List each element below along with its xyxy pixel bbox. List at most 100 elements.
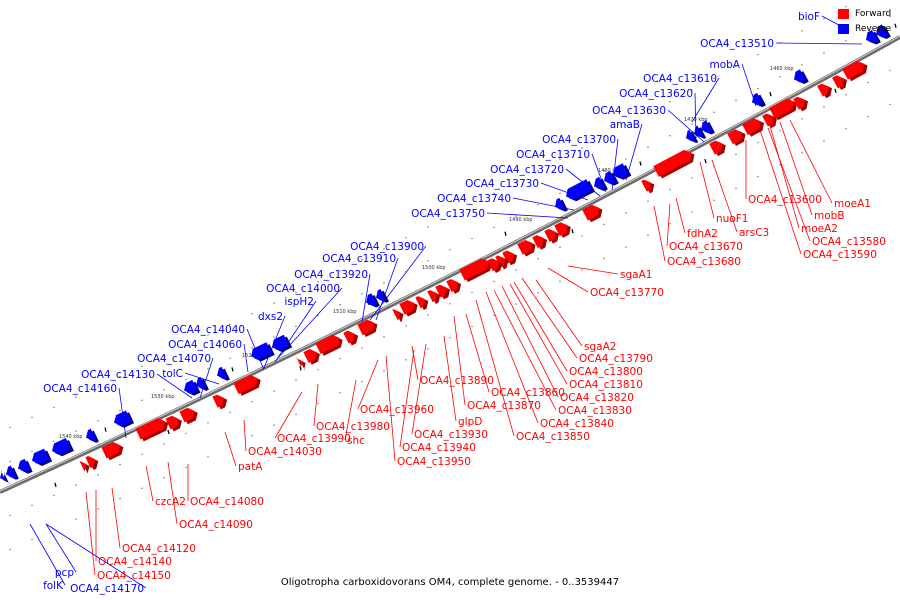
reverse-gene bbox=[613, 163, 632, 180]
grid-dot bbox=[97, 420, 99, 422]
gene-label: OCA4_c13800 bbox=[569, 366, 643, 378]
scale-tick-mark bbox=[54, 482, 57, 487]
gene-label: ispH2 bbox=[284, 296, 314, 308]
grid-dots bbox=[9, 6, 891, 551]
grid-dot bbox=[845, 40, 847, 42]
grid-dot bbox=[581, 269, 583, 271]
scale-tick-label: 1500 kbp bbox=[422, 265, 446, 271]
grid-dot bbox=[735, 99, 737, 102]
forward-gene bbox=[295, 357, 306, 371]
grid-dot bbox=[383, 336, 385, 338]
leader-line bbox=[369, 245, 427, 321]
grid-dot bbox=[845, 94, 847, 96]
grid-dot bbox=[273, 390, 275, 392]
reverse-gene bbox=[114, 410, 135, 428]
forward-gene bbox=[817, 83, 832, 99]
genome-backbone bbox=[0, 35, 900, 494]
grid-dot bbox=[669, 189, 671, 191]
grid-dot bbox=[185, 466, 187, 469]
forward-gene bbox=[135, 417, 169, 442]
grid-dot bbox=[163, 477, 165, 479]
gene-label: OCA4_c13710 bbox=[516, 149, 590, 161]
grid-dot bbox=[603, 135, 605, 138]
grid-dot bbox=[31, 450, 33, 453]
grid-dot bbox=[449, 303, 451, 305]
grid-dot bbox=[581, 235, 583, 237]
grid-dot bbox=[251, 347, 253, 349]
gene-label: OCA4_c13770 bbox=[590, 287, 664, 299]
reverse-gene bbox=[604, 170, 619, 186]
grid-dot bbox=[229, 323, 231, 326]
grid-dot bbox=[53, 494, 55, 496]
gene-label: OCA4_c13820 bbox=[560, 392, 634, 404]
grid-dot bbox=[185, 432, 187, 435]
reverse-gene bbox=[566, 179, 595, 202]
grid-dot bbox=[251, 313, 253, 315]
legend-reverse-swatch bbox=[838, 24, 849, 34]
genome-backbone-highlight bbox=[0, 35, 900, 492]
reverse-gene bbox=[217, 366, 230, 381]
forward-gene bbox=[742, 118, 765, 137]
gene-label: dxs2 bbox=[258, 311, 283, 323]
forward-gene bbox=[85, 455, 99, 470]
gene-label: bioF bbox=[798, 11, 820, 23]
grid-dot bbox=[383, 248, 385, 250]
leader-line bbox=[789, 119, 833, 204]
scale-tick-mark bbox=[504, 231, 507, 236]
gene-label: OCA4_c13790 bbox=[579, 353, 653, 365]
gene-label: OCA4_c14150 bbox=[97, 570, 171, 582]
forward-gene bbox=[502, 250, 518, 266]
grid-dot bbox=[317, 402, 319, 405]
grid-dot bbox=[251, 435, 253, 437]
legend-forward: Forward bbox=[838, 8, 900, 20]
forward-gene bbox=[832, 75, 847, 91]
grid-dot bbox=[449, 337, 451, 339]
gene-label: OCA4_c13680 bbox=[667, 256, 741, 268]
forward-gene bbox=[544, 228, 560, 244]
grid-dot bbox=[229, 357, 231, 360]
scale-tick-label: 1510 kbp bbox=[333, 309, 357, 315]
reverse-gene bbox=[376, 288, 389, 303]
grid-dot bbox=[867, 81, 869, 84]
grid-dot bbox=[295, 291, 297, 294]
grid-dot bbox=[75, 396, 77, 398]
reverse-gene bbox=[555, 197, 569, 212]
leader-line bbox=[775, 42, 863, 45]
grid-dot bbox=[141, 487, 143, 489]
forward-gene bbox=[101, 441, 124, 461]
gene-label: OCA4_c13830 bbox=[558, 405, 632, 417]
grid-dot bbox=[141, 453, 143, 455]
grid-dot bbox=[493, 314, 495, 317]
grid-dot bbox=[273, 336, 275, 338]
gene-label: folK bbox=[43, 580, 64, 592]
grid-dot bbox=[713, 199, 715, 201]
gene-label: moeA1 bbox=[834, 198, 871, 210]
grid-dot bbox=[801, 64, 803, 66]
gene-label: glpD bbox=[458, 416, 482, 428]
grid-dot bbox=[603, 257, 605, 260]
grid-dot bbox=[757, 175, 759, 178]
grid-dot bbox=[163, 355, 165, 357]
gene-label: OCA4_c13700 bbox=[542, 134, 616, 146]
grid-dot bbox=[625, 246, 627, 248]
grid-dot bbox=[537, 292, 539, 294]
grid-dot bbox=[757, 53, 759, 56]
leader-line bbox=[699, 161, 715, 219]
grid-dot bbox=[889, 103, 891, 106]
leader-line bbox=[184, 372, 220, 385]
forward-gene bbox=[392, 309, 404, 323]
gene-label: mobA bbox=[709, 59, 740, 71]
leader-line bbox=[535, 279, 583, 347]
gene-label: OCA4_c14040 bbox=[171, 324, 245, 336]
leader-line bbox=[475, 299, 515, 437]
grid-dot bbox=[691, 89, 693, 91]
grid-dot bbox=[669, 101, 671, 103]
reverse-gene bbox=[6, 465, 19, 480]
leader-line bbox=[224, 431, 237, 467]
leader-line bbox=[156, 373, 193, 399]
forward-gene bbox=[532, 235, 548, 250]
grid-dot bbox=[647, 200, 649, 203]
gene-label: OCA4_c14080 bbox=[190, 496, 264, 508]
grid-dot bbox=[801, 118, 803, 120]
